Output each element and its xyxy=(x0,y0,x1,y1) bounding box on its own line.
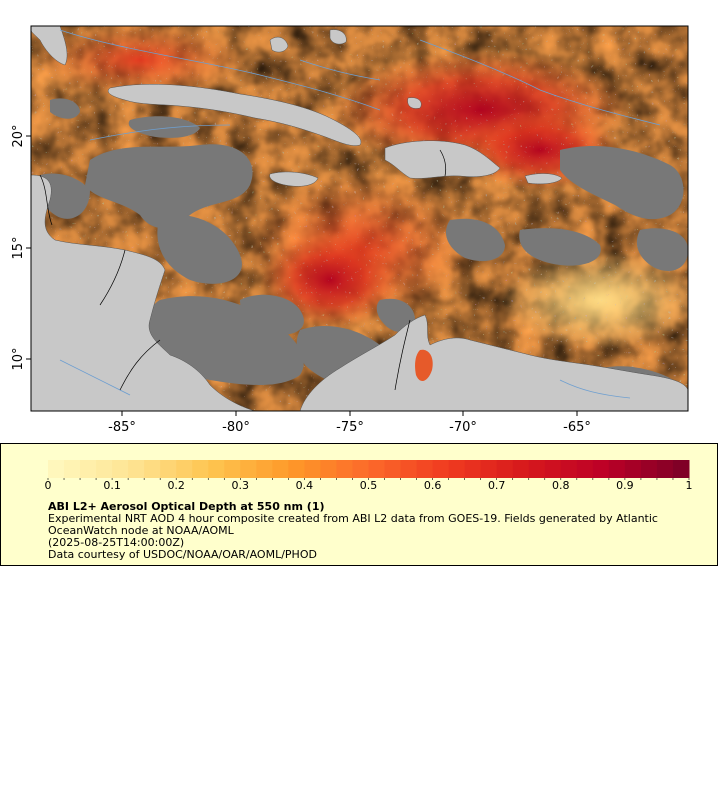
colorbar-cell xyxy=(512,460,530,478)
colorbar-cell xyxy=(544,460,562,478)
colorbar-cell xyxy=(272,460,289,478)
colorbar-tick-label: 1 xyxy=(686,479,693,492)
colorbar-cell xyxy=(640,460,658,478)
legend-timestamp: (2025-08-25T14:00:00Z) xyxy=(48,536,185,549)
colorbar-tick-label: 0.4 xyxy=(296,479,314,492)
colorbar-cell xyxy=(560,460,578,478)
colorbar-cell xyxy=(144,460,161,478)
colorbar-tick-label: 0 xyxy=(45,479,52,492)
colorbar-cell xyxy=(528,460,546,478)
colorbar-cell xyxy=(368,460,386,478)
colorbar-cell xyxy=(592,460,610,478)
colorbar-cell xyxy=(240,460,257,478)
legend-description: Experimental NRT AOD 4 hour composite cr… xyxy=(48,512,658,537)
colorbar-tick-label: 0.3 xyxy=(232,479,250,492)
lat-tick-label: 20° xyxy=(11,124,26,147)
colorbar: 0 0.1 0.2 0.3 0.4 0.5 0.6 0.7 0.8 0.9 1 xyxy=(45,460,693,492)
colorbar-cell xyxy=(448,460,466,478)
colorbar-cell xyxy=(576,460,594,478)
colorbar-cell xyxy=(384,460,402,478)
colorbar-cell xyxy=(256,460,273,478)
legend-title: ABI L2+ Aerosol Optical Depth at 550 nm … xyxy=(48,500,325,513)
colorbar-cell xyxy=(192,460,209,478)
colorbar-cell xyxy=(176,460,193,478)
lon-tick-label: -85° xyxy=(108,420,136,435)
colorbar-cell xyxy=(464,460,482,478)
aod-map: -85° -80° -75° -70° -65° 10° 15° 20° xyxy=(11,25,689,435)
legend-panel: 0 0.1 0.2 0.3 0.4 0.5 0.6 0.7 0.8 0.9 1 ABI L2+ Ae… xyxy=(0,443,718,566)
colorbar-tick-label: 0.2 xyxy=(167,479,185,492)
colorbar-cell xyxy=(160,460,177,478)
lat-tick-label: 15° xyxy=(11,236,26,259)
lon-tick-label: -75° xyxy=(336,420,364,435)
colorbar-tick-label: 0.8 xyxy=(552,479,570,492)
legend-credit: Data courtesy of USDOC/NOAA/OAR/AOML/PHO… xyxy=(48,548,317,561)
colorbar-tick-label: 0.9 xyxy=(616,479,634,492)
lat-tick-label: 10° xyxy=(11,347,26,370)
colorbar-cell xyxy=(304,460,321,478)
colorbar-cell xyxy=(608,460,626,478)
lon-tick-label: -80° xyxy=(222,420,250,435)
colorbar-cell xyxy=(208,460,225,478)
colorbar-tick-label: 0.6 xyxy=(424,479,442,492)
colorbar-cell xyxy=(64,460,81,478)
colorbar-cell xyxy=(352,460,369,478)
country-borders xyxy=(39,149,447,391)
colorbar-cell xyxy=(624,460,642,478)
axis-ticks xyxy=(26,135,578,416)
colorbar-cell xyxy=(336,460,353,478)
colorbar-cell xyxy=(80,460,97,478)
land-areas xyxy=(31,26,688,411)
colorbar-cell xyxy=(96,460,113,478)
colorbar-cell xyxy=(128,460,145,478)
lon-tick-label: -70° xyxy=(449,420,477,435)
colorbar-cell xyxy=(224,460,241,478)
colorbar-cell xyxy=(496,460,514,478)
colorbar-cell xyxy=(48,460,65,478)
colorbar-tick-label: 0.5 xyxy=(360,479,378,492)
colorbar-cell xyxy=(672,460,690,478)
colorbar-cell xyxy=(416,460,434,478)
colorbar-cell xyxy=(288,460,305,478)
colorbar-cell xyxy=(656,460,674,478)
colorbar-cell xyxy=(432,460,450,478)
colorbar-tick-label: 0.7 xyxy=(488,479,506,492)
colorbar-cell xyxy=(480,460,498,478)
lon-tick-label: -65° xyxy=(563,420,591,435)
rivers xyxy=(59,29,661,399)
colorbar-cell xyxy=(400,460,418,478)
colorbar-cell xyxy=(320,460,337,478)
colorbar-tick-label: 0.1 xyxy=(103,479,121,492)
map-frame xyxy=(30,25,689,412)
colorbar-cell xyxy=(112,460,129,478)
